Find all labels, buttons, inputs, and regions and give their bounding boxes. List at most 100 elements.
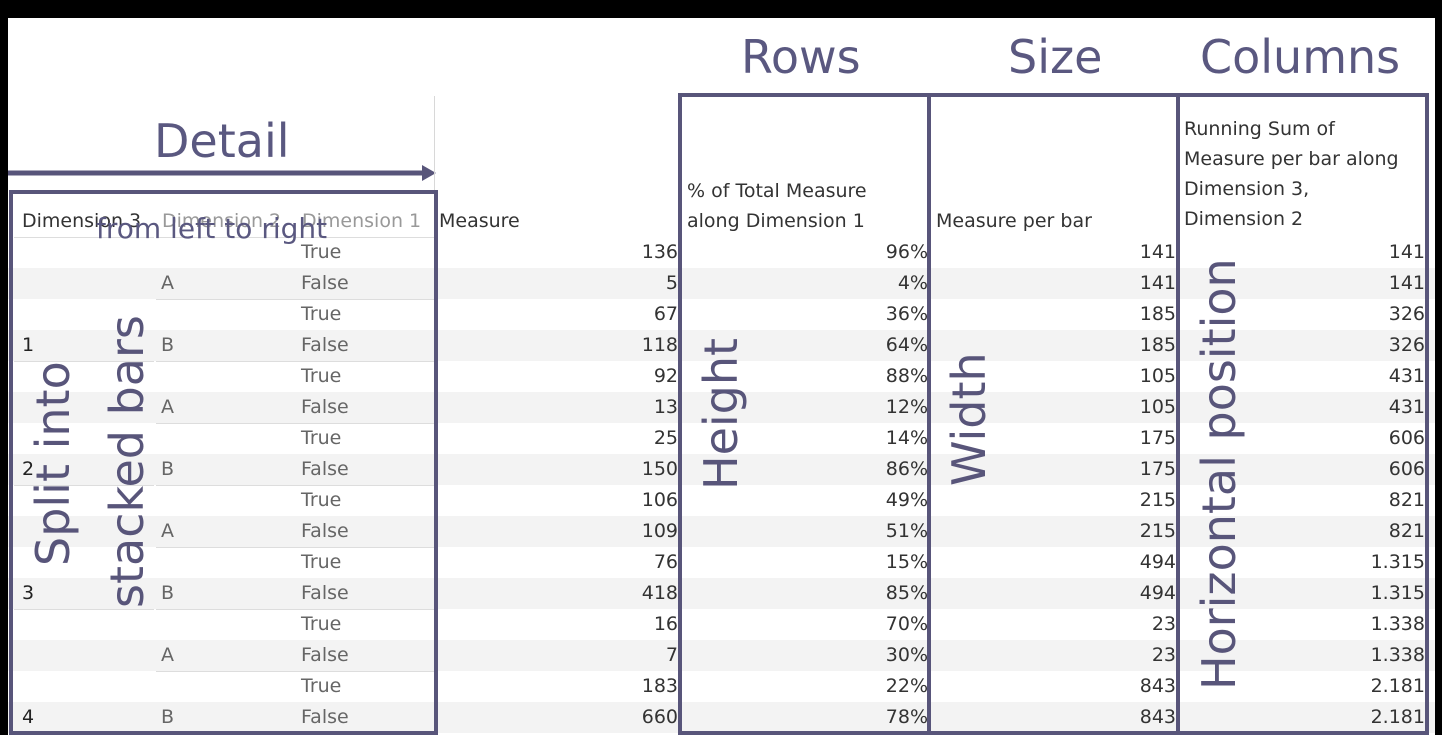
measure-per-bar-cell: 185 xyxy=(1139,334,1176,356)
running-sum-cell: 1.338 xyxy=(1370,613,1425,635)
measure-per-bar-cell: 215 xyxy=(1139,520,1176,542)
measure-per-bar-cell: 843 xyxy=(1139,675,1176,697)
table-canvas: Rows Size Columns Detail Dimension 3 Dim… xyxy=(8,18,1435,735)
right-arrow-icon xyxy=(8,165,436,181)
measure-cell: 76 xyxy=(653,551,678,573)
table-row-stripe xyxy=(8,702,1435,733)
measure-cell: 109 xyxy=(641,520,678,542)
dim1-cell: True xyxy=(301,303,342,325)
table-row-stripe xyxy=(8,640,1435,671)
dim1-cell: False xyxy=(301,396,349,418)
pct-cell: 70% xyxy=(885,613,928,635)
header-pct-line2: along Dimension 1 xyxy=(687,210,865,232)
group-divider xyxy=(14,609,154,610)
group-divider xyxy=(156,609,435,610)
pct-cell: 14% xyxy=(885,427,928,449)
header-running-sum-line3: Dimension 3, xyxy=(1184,178,1310,200)
measure-per-bar-cell: 843 xyxy=(1139,706,1176,728)
group-divider xyxy=(156,361,435,362)
dim2-cell: B xyxy=(161,334,175,356)
detail-annotation: Detail xyxy=(154,114,290,168)
rows-annotation: Rows xyxy=(741,30,861,84)
split-into-annotation: Split into xyxy=(26,361,80,566)
pct-cell: 88% xyxy=(885,365,928,387)
width-annotation: Width xyxy=(942,352,996,486)
measure-cell: 136 xyxy=(641,241,678,263)
table-row-stripe xyxy=(8,268,1435,299)
measure-cell: 67 xyxy=(653,303,678,325)
measure-per-bar-cell: 175 xyxy=(1139,458,1176,480)
group-divider xyxy=(156,299,435,300)
running-sum-cell: 821 xyxy=(1388,520,1425,542)
dim1-cell: True xyxy=(301,489,342,511)
running-sum-cell: 326 xyxy=(1388,334,1425,356)
table-row-stripe xyxy=(8,392,1435,423)
measure-per-bar-cell: 494 xyxy=(1139,551,1176,573)
pct-cell: 51% xyxy=(885,520,928,542)
pct-cell: 49% xyxy=(885,489,928,511)
dim2-cell: A xyxy=(161,272,174,294)
dim1-cell: False xyxy=(301,334,349,356)
detail-box xyxy=(9,190,438,735)
running-sum-cell: 326 xyxy=(1388,303,1425,325)
header-running-sum-line4: Dimension 2 xyxy=(1184,208,1304,230)
table-row-stripe xyxy=(8,330,1435,361)
measure-per-bar-cell: 141 xyxy=(1139,241,1176,263)
height-annotation: Height xyxy=(694,337,748,490)
table-row-stripe xyxy=(8,516,1435,547)
dim1-cell: False xyxy=(301,582,349,604)
measure-cell: 5 xyxy=(665,272,678,294)
group-divider xyxy=(156,485,435,486)
running-sum-cell: 606 xyxy=(1388,458,1425,480)
running-sum-cell: 1.338 xyxy=(1370,644,1425,666)
dim1-cell: True xyxy=(301,675,342,697)
header-pct-line1: % of Total Measure xyxy=(687,180,867,202)
size-annotation: Size xyxy=(1008,30,1103,84)
header-running-sum-line1: Running Sum of xyxy=(1184,118,1335,140)
dim1-cell: True xyxy=(301,551,342,573)
measure-per-bar-cell: 185 xyxy=(1139,303,1176,325)
pct-cell: 64% xyxy=(885,334,928,356)
group-divider xyxy=(156,547,435,548)
group-divider xyxy=(156,671,435,672)
table-row-stripe xyxy=(8,578,1435,609)
running-sum-cell: 141 xyxy=(1388,241,1425,263)
measure-cell: 183 xyxy=(641,675,678,697)
measure-per-bar-cell: 175 xyxy=(1139,427,1176,449)
running-sum-cell: 2.181 xyxy=(1370,706,1425,728)
measure-cell: 118 xyxy=(641,334,678,356)
dim2-cell: A xyxy=(161,644,174,666)
table-row-stripe xyxy=(8,454,1435,485)
measure-cell: 418 xyxy=(641,582,678,604)
dim1-cell: False xyxy=(301,520,349,542)
pct-cell: 86% xyxy=(885,458,928,480)
pct-cell: 12% xyxy=(885,396,928,418)
horizontal-position-annotation: Horizontal position xyxy=(1192,258,1246,690)
running-sum-cell: 431 xyxy=(1388,396,1425,418)
dim3-cell: 2 xyxy=(22,458,35,480)
measure-per-bar-cell: 494 xyxy=(1139,582,1176,604)
columns-box xyxy=(1176,93,1429,735)
dim3-cell: 3 xyxy=(22,582,35,604)
measure-per-bar-cell: 23 xyxy=(1151,613,1176,635)
group-divider xyxy=(14,237,154,238)
measure-per-bar-cell: 105 xyxy=(1139,396,1176,418)
from-left-to-right-annotation: from left to right xyxy=(96,212,328,245)
dim1-cell: True xyxy=(301,241,342,263)
measure-cell: 16 xyxy=(653,613,678,635)
measure-per-bar-cell: 141 xyxy=(1139,272,1176,294)
dim2-cell: B xyxy=(161,582,175,604)
running-sum-cell: 606 xyxy=(1388,427,1425,449)
running-sum-cell: 1.315 xyxy=(1370,551,1425,573)
running-sum-cell: 1.315 xyxy=(1370,582,1425,604)
header-dim3: Dimension 3 xyxy=(22,210,142,232)
group-divider xyxy=(156,423,435,424)
dim2-cell: A xyxy=(161,396,174,418)
pct-cell: 15% xyxy=(885,551,928,573)
measure-per-bar-cell: 23 xyxy=(1151,644,1176,666)
running-sum-cell: 821 xyxy=(1388,489,1425,511)
pct-cell: 22% xyxy=(885,675,928,697)
dim2-cell: A xyxy=(161,520,174,542)
dim1-cell: False xyxy=(301,272,349,294)
measure-cell: 660 xyxy=(641,706,678,728)
